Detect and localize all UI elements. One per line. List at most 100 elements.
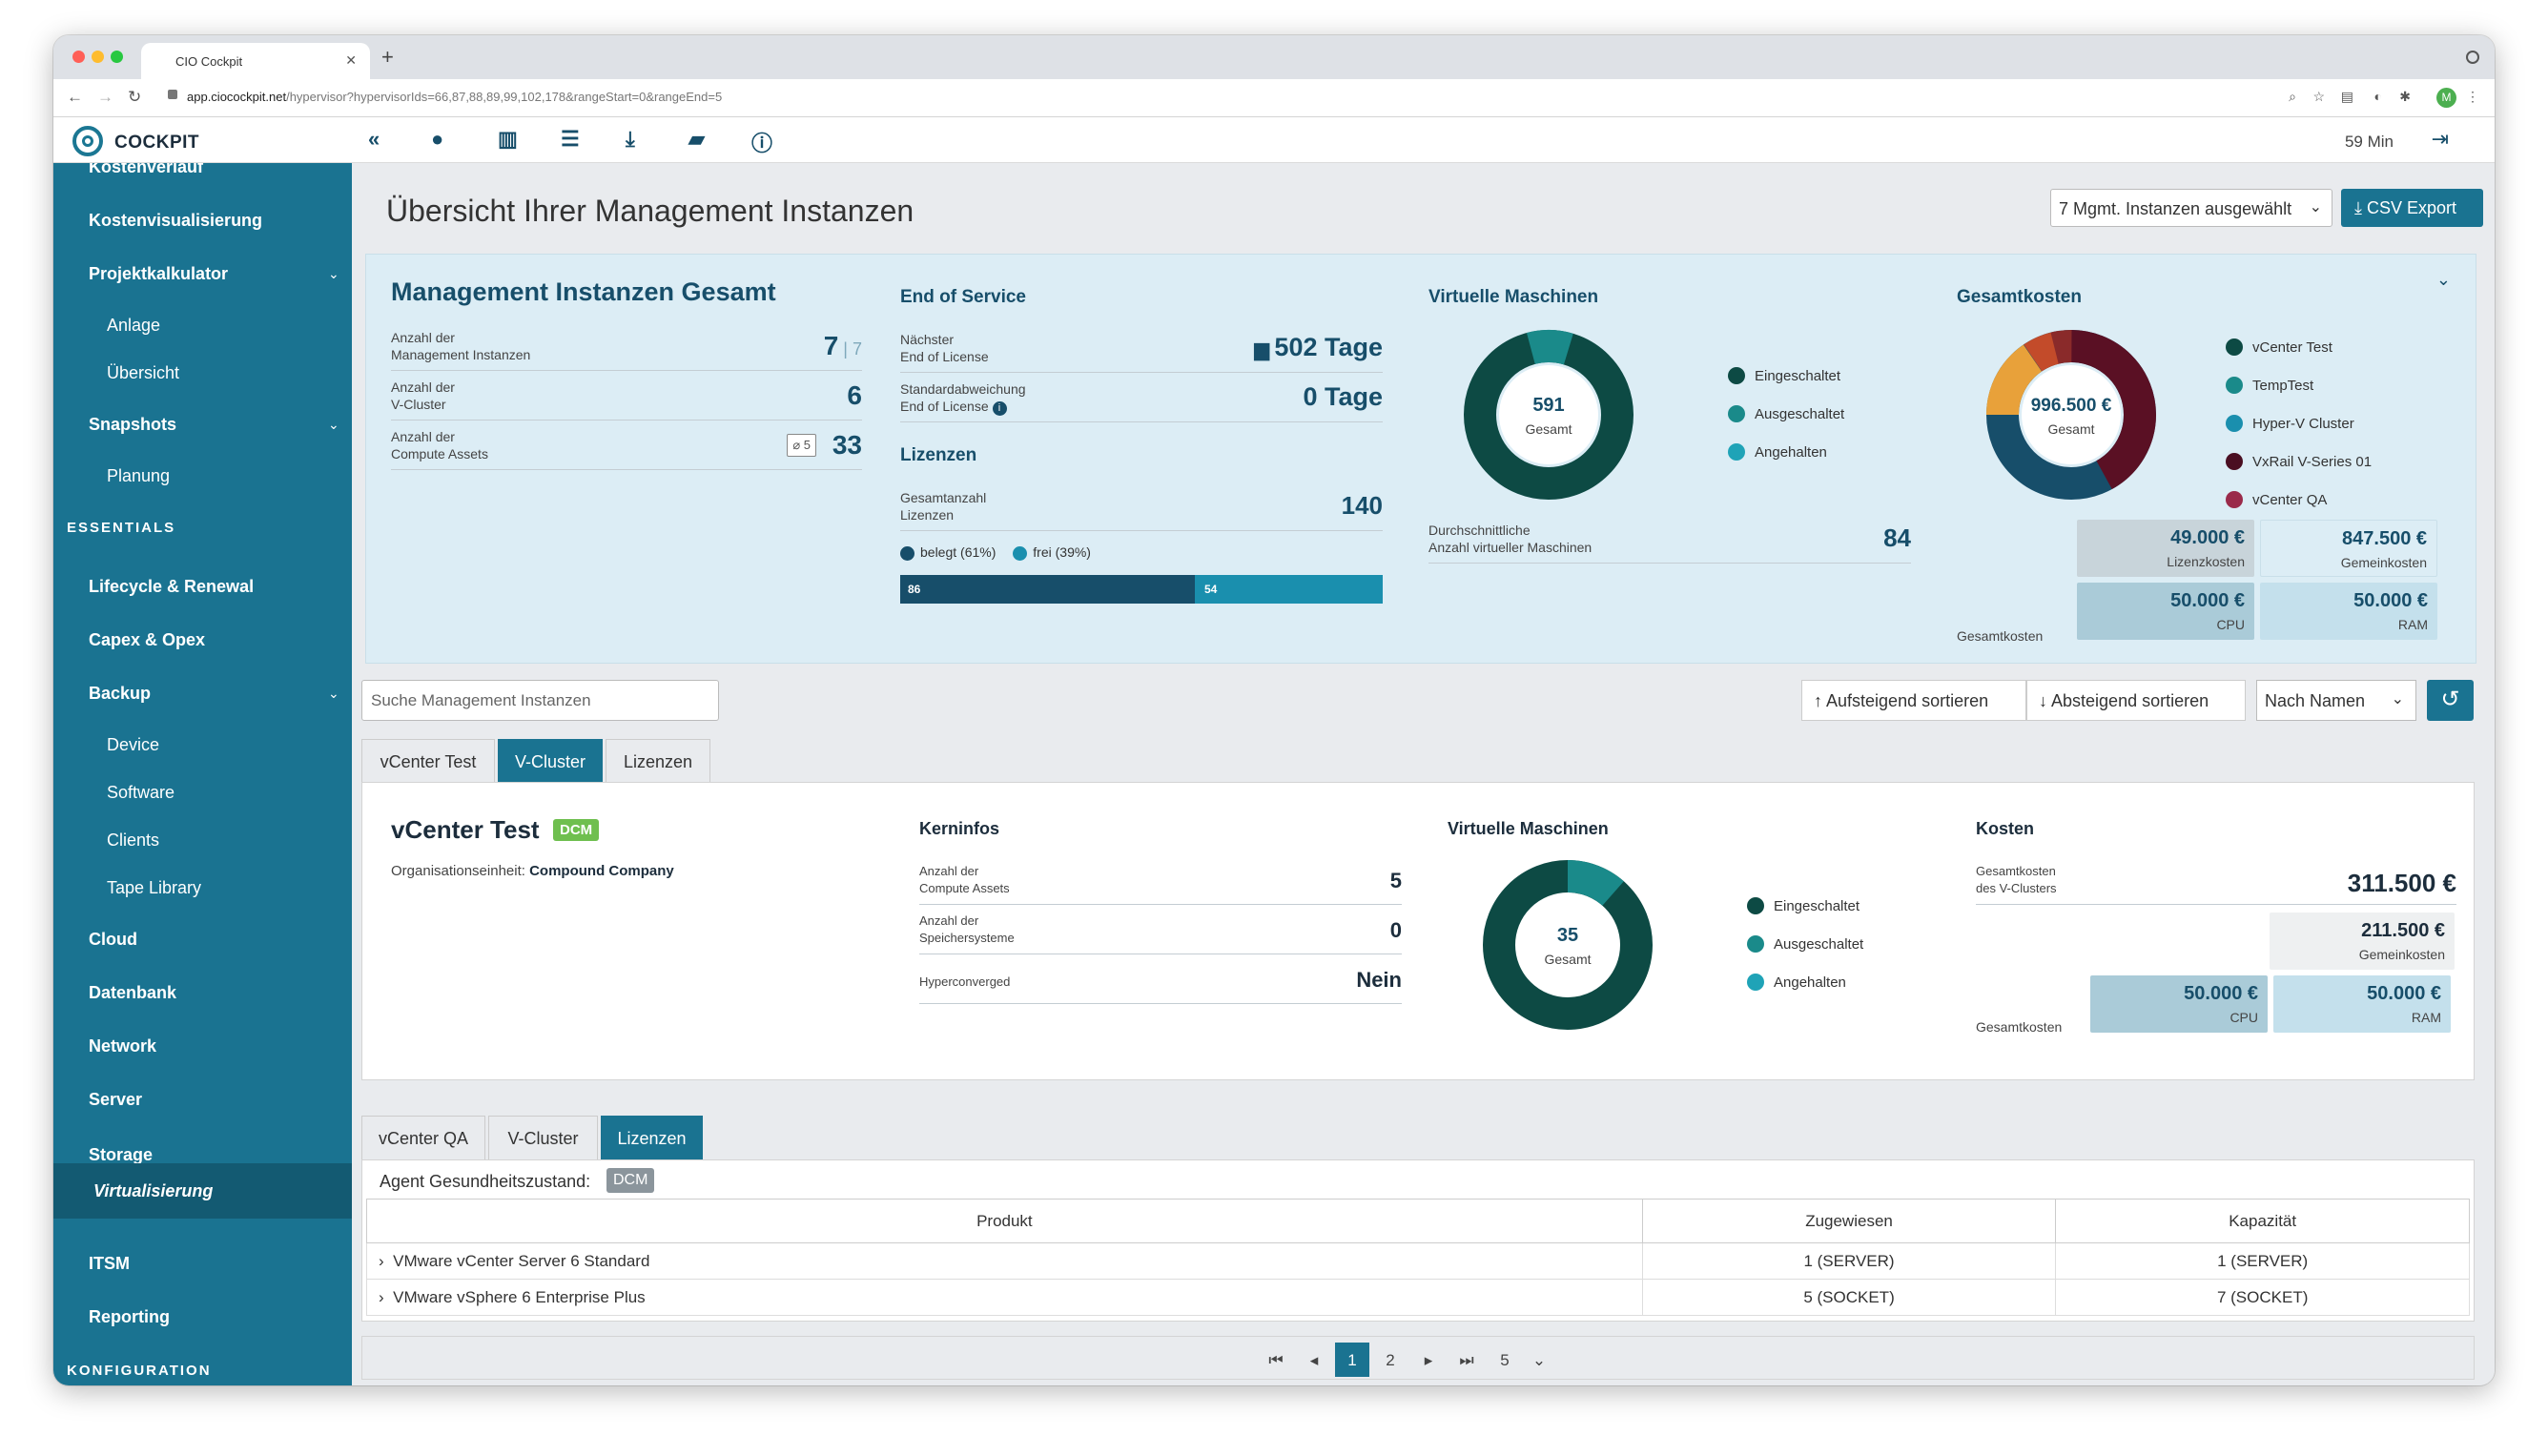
sidebar-item-capex-opex[interactable]: Capex & Opex [89,630,206,649]
next-page-icon[interactable]: ▸ [1424,1351,1433,1369]
building-icon[interactable]: ▥ [498,127,518,151]
card-vm-title: Virtuelle Maschinen [1448,819,1609,838]
forward-icon[interactable]: → [97,88,113,106]
search-input[interactable]: Suche Management Instanzen [361,680,719,721]
bookmark-star-icon[interactable]: ☆ [2312,89,2325,104]
sidebar-item-anlage[interactable]: Anlage [107,316,161,335]
vm-total-label: Gesamt [1525,421,1572,437]
dcm-badge: DCM [553,819,600,841]
chevron-down-icon[interactable]: ⌄ [1531,1351,1547,1369]
sort-descending-button[interactable]: ↓ Absteigend sortieren [2026,680,2246,721]
sidebar-item-backup[interactable]: Backup [89,684,152,703]
tab-lizenzen-2[interactable]: Lizenzen [601,1116,703,1159]
privacy-icon[interactable]: ◐ [2373,89,2382,104]
col-produkt[interactable]: Produkt [366,1199,1643,1243]
card-cost-box-ram: 50.000 € RAM [2273,975,2451,1033]
agent-health-label: Agent Gesundheitszustand: [380,1172,591,1191]
collapse-summary-icon[interactable]: ⌄ [2435,270,2451,289]
tab-vcenter-test[interactable]: vCenter Test [361,739,495,783]
browser-menu-icon[interactable]: ⋮ [2466,89,2479,104]
collapse-sidebar-icon[interactable]: « [368,127,380,151]
table-row[interactable]: › VMware vCenter Server 6 Standard 1 (SE… [366,1242,2470,1280]
sort-by-select[interactable]: Nach Namen ⌄ [2256,680,2416,721]
csv-export-button[interactable]: ⤓ CSV Export [2341,189,2483,227]
table-header-row: Produkt Zugewiesen Kapazität [366,1199,2470,1243]
page-title: Übersicht Ihrer Management Instanzen [386,194,914,228]
sidebar: Kostenverlauf Kostenvisualisierung Proje… [53,163,352,1385]
kv-vcluster: Anzahl der V-Cluster 6 [391,375,862,420]
url-field[interactable]: app.ciocockpit.net/hypervisor?hypervisor… [187,90,722,104]
maximize-window-dot[interactable] [111,51,123,63]
sidebar-item-reporting[interactable]: Reporting [89,1307,170,1326]
refresh-icon: ↺ [2440,687,2460,712]
tab-title: CIO Cockpit [175,54,243,69]
back-icon[interactable]: ← [67,88,83,106]
instances-select[interactable]: 7 Mgmt. Instanzen ausgewählt ⌄ [2050,189,2332,227]
arrow-down-icon: ↓ [2039,691,2052,710]
kv-card-hyperconverged: Hyperconverged Nein [919,958,1402,1004]
cost-footer-label: Gesamtkosten [1957,628,2044,644]
sidebar-item-datenbank[interactable]: Datenbank [89,983,177,1002]
agent-dcm-badge: DCM [606,1168,655,1193]
sidebar-item-virtualisierung[interactable]: Virtualisierung [53,1163,352,1219]
chevron-right-icon[interactable]: › [379,1287,394,1306]
close-tab-icon[interactable]: ✕ [345,52,357,68]
sidebar-item-kostenvisualisierung[interactable]: Kostenvisualisierung [89,211,263,230]
sidebar-item-uebersicht[interactable]: Übersicht [107,363,180,382]
tab-lizenzen[interactable]: Lizenzen [606,739,710,783]
kerninfos-title: Kerninfos [919,819,1000,838]
tab-v-cluster-2[interactable]: V-Cluster [488,1116,598,1159]
sidebar-item-snapshots[interactable]: Snapshots [89,415,177,434]
chevron-down-icon[interactable]: ⌄ [328,686,339,701]
sidebar-item-projektkalkulator[interactable]: Projektkalkulator [89,264,229,283]
settings-sliders-icon[interactable]: ☰ [561,127,580,151]
page-size-select[interactable]: 5 [1500,1351,1510,1369]
table-row[interactable]: › VMware vSphere 6 Enterprise Plus 5 (SO… [366,1279,2470,1316]
tab-menu-icon[interactable] [2466,51,2479,64]
sidebar-item-cloud[interactable]: Cloud [89,930,137,949]
tab-v-cluster[interactable]: V-Cluster [498,739,603,783]
chevron-down-icon[interactable]: ⌄ [328,266,339,281]
info-icon[interactable]: ⓘ [751,132,773,155]
page-2[interactable]: 2 [1386,1351,1395,1369]
pagination: ⏮ ◂ 1 2 ▸ ⏭ 5 ⌄ [361,1336,2475,1380]
close-window-dot[interactable] [72,51,85,63]
refresh-button[interactable]: ↺ [2427,680,2474,721]
vcluster-count: 6 [847,380,862,410]
sidebar-item-server[interactable]: Server [89,1090,143,1109]
sidebar-item-network[interactable]: Network [89,1036,157,1056]
profile-avatar[interactable]: M [2436,88,2456,108]
sidebar-item-storage[interactable]: Storage [89,1145,154,1164]
sidebar-item-planung[interactable]: Planung [107,466,171,485]
new-tab-icon[interactable]: + [381,45,394,69]
reload-icon[interactable]: ↻ [128,88,142,106]
logout-icon[interactable]: ⇥ [2431,127,2449,151]
page-1[interactable]: 1 [1335,1343,1369,1377]
chevron-down-icon[interactable]: ⌄ [328,417,339,432]
sidebar-item-lifecycle[interactable]: Lifecycle & Renewal [89,577,255,596]
download-icon[interactable]: ⤓ [626,127,635,151]
notes-icon[interactable]: ▰ [688,127,705,151]
eol-deviation-value: 0 Tage [1303,382,1383,411]
user-icon[interactable]: ● [431,127,444,151]
first-page-icon[interactable]: ⏮ [1268,1351,1284,1369]
browser-tab[interactable]: CIO Cockpit ✕ [141,43,370,79]
zoom-icon[interactable]: ⌕ [2289,89,2296,104]
sidebar-item-clients[interactable]: Clients [107,831,160,850]
sidebar-item-itsm[interactable]: ITSM [89,1254,130,1273]
sidebar-item-kostenverlauf[interactable]: Kostenverlauf [89,163,204,176]
minimize-window-dot[interactable] [92,51,104,63]
col-kapazitaet[interactable]: Kapazität [2055,1199,2470,1243]
card-legend-paused: Angehalten [1747,974,1846,991]
last-page-icon[interactable]: ⏭ [1459,1351,1474,1369]
chevron-right-icon[interactable]: › [379,1251,394,1270]
puzzle-icon[interactable]: ✱ [2399,89,2411,104]
col-zugewiesen[interactable]: Zugewiesen [1641,1199,2057,1243]
sidebar-item-software[interactable]: Software [107,783,175,802]
sort-ascending-button[interactable]: ↑ Aufsteigend sortieren [1801,680,2026,721]
sidebar-item-device[interactable]: Device [107,735,160,754]
sidebar-item-tape-library[interactable]: Tape Library [107,878,202,897]
tab-vcenter-qa[interactable]: vCenter QA [361,1116,485,1159]
prev-page-icon[interactable]: ◂ [1309,1351,1319,1369]
extension-icon[interactable]: ▤ [2340,89,2353,104]
